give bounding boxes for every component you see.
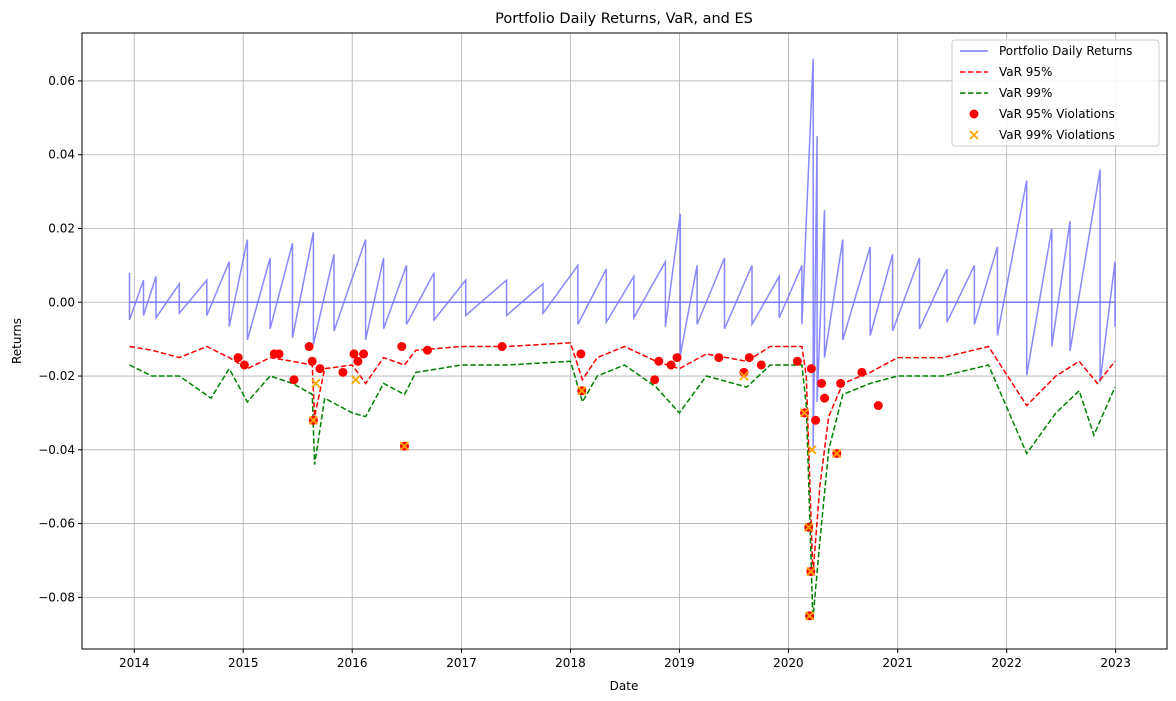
var95-violation-point (576, 349, 586, 359)
var95-violation-point (307, 356, 317, 366)
var95-violation-point (650, 375, 660, 385)
series-var99-line (129, 360, 1116, 620)
var99-violation-point (832, 448, 842, 459)
legend-label-var99: VaR 99% (999, 86, 1052, 100)
var95-violation-point (274, 349, 284, 359)
var95-violation-point (873, 401, 883, 411)
var95-violation-point (497, 342, 507, 352)
legend: Portfolio Daily Returns VaR 95% VaR 99% … (951, 39, 1160, 147)
var95-violation-point (756, 360, 766, 370)
var99-violation-point (807, 445, 817, 455)
var99-violation-point (799, 408, 810, 418)
var95-violation-point (857, 367, 867, 377)
y-tick-label: 0.06 (48, 74, 75, 88)
var95-violation-point (349, 349, 359, 359)
y-tick-label: −0.02 (38, 369, 75, 383)
x-tick-label: 2015 (228, 656, 259, 670)
x-tick-label: 2017 (446, 656, 477, 670)
var95-violation-point (836, 378, 846, 388)
legend-label-returns: Portfolio Daily Returns (999, 44, 1132, 58)
var99-violation-point (804, 522, 814, 532)
var95-violation-point (353, 356, 363, 366)
var99-violation-point (577, 386, 587, 396)
var95-violation-point (239, 360, 249, 370)
var95-violation-point (817, 378, 827, 388)
y-tick-label: 0.02 (48, 221, 75, 235)
x-axis: 2014 2015 2016 2017 2018 2019 2020 2021 2022 2023 (119, 649, 1131, 670)
var95-violation-point (397, 342, 407, 352)
var95-violation-point (666, 360, 676, 370)
legend-label-viol99: VaR 99% Violations (999, 128, 1115, 142)
var95-violation-point (359, 349, 369, 359)
x-tick-label: 2023 (1100, 656, 1131, 670)
var95-violation-point (304, 342, 314, 352)
plot-series (128, 58, 1116, 621)
y-tick-label: −0.06 (38, 517, 75, 531)
var99-violation-point (804, 611, 815, 621)
var95-violation-point (289, 375, 299, 385)
x-tick-label: 2016 (337, 656, 368, 670)
chart-title: Portfolio Daily Returns, VaR, and ES (495, 11, 753, 27)
var99-violation-point (399, 441, 410, 451)
var95-violation-point (820, 393, 830, 403)
y-tick-label: 0.04 (48, 148, 75, 162)
x-tick-label: 2018 (555, 656, 586, 670)
var95-violation-point (654, 356, 664, 366)
x-tick-label: 2022 (991, 656, 1022, 670)
y-tick-label: 0.00 (48, 295, 75, 309)
var99-violation-point (311, 378, 321, 389)
var99-violation-point (806, 566, 816, 577)
var95-violation-point (315, 364, 325, 374)
x-tick-label: 2020 (773, 656, 804, 670)
x-tick-label: 2019 (664, 656, 695, 670)
var95-violation-point (714, 353, 724, 363)
var95-violation-point (233, 353, 243, 363)
legend-box (951, 39, 1160, 147)
x-tick-label: 2014 (119, 656, 150, 670)
y-tick-label: −0.08 (38, 590, 75, 604)
var99-violation-point (308, 415, 319, 425)
var95-violation-point (422, 345, 432, 355)
legend-swatch-viol95 (969, 109, 979, 119)
legend-swatch-viol99 (969, 130, 979, 140)
series-returns-line (128, 58, 1116, 449)
var99-violation-point (351, 375, 361, 385)
var95-violation-point (744, 353, 754, 363)
series-var95-line (129, 342, 1116, 576)
var95-violation-point (792, 356, 802, 366)
var95-violation-point (672, 353, 682, 363)
y-axis: −0.08 −0.06 −0.04 −0.02 0.00 0.02 0.04 0.06 (38, 74, 82, 604)
legend-label-viol95: VaR 95% Violations (999, 107, 1115, 121)
y-axis-title: Returns (10, 318, 24, 364)
x-axis-title: Date (610, 679, 639, 693)
y-tick-label: −0.04 (38, 443, 75, 457)
var95-violation-point (338, 367, 348, 377)
plot-frame (81, 32, 1168, 650)
x-tick-label: 2021 (882, 656, 913, 670)
var99-violation-point (739, 371, 749, 381)
legend-label-var95: VaR 95% (999, 65, 1052, 79)
var95-violation-point (811, 415, 821, 425)
var95-violation-point (806, 364, 816, 374)
